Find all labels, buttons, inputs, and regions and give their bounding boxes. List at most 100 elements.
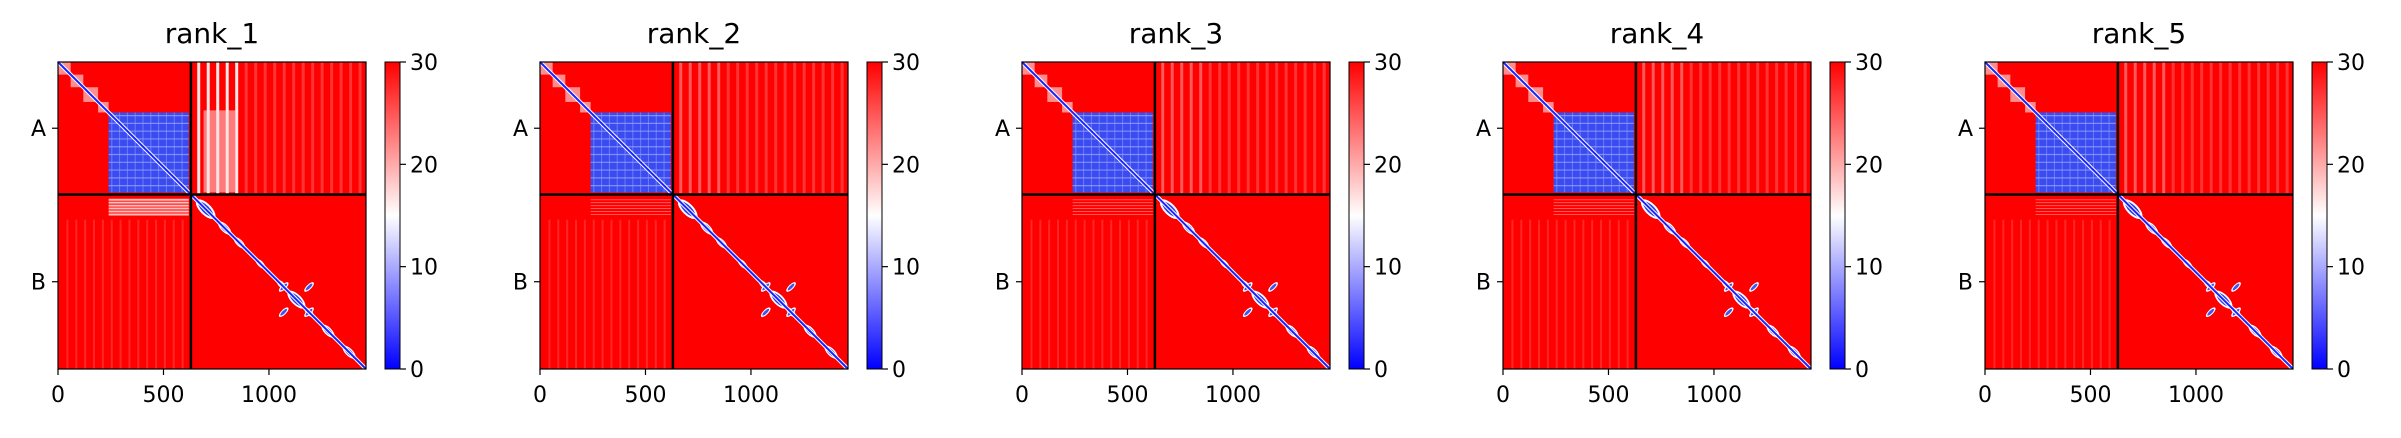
ab-stripe	[273, 62, 277, 195]
x-tick-label: 500	[1106, 383, 1148, 408]
ba-faint-col	[2064, 219, 2067, 369]
ba-faint-col	[137, 219, 140, 369]
colorbar	[384, 61, 401, 370]
ba-faint-col	[566, 219, 569, 369]
x-tick-label: 500	[1587, 383, 1629, 408]
chain-b-cross	[787, 283, 795, 291]
ab-stripe	[812, 62, 816, 195]
y-tick-label: B	[995, 271, 1010, 296]
y-tick-label: A	[513, 117, 528, 142]
colorbar-tick-label: 10	[2337, 256, 2365, 281]
y-tick-label: B	[31, 271, 46, 296]
diagonal	[539, 61, 849, 370]
ba-faint-col	[1529, 219, 1532, 369]
ab-stripe	[821, 62, 825, 195]
ba-faint-col	[2108, 219, 2111, 369]
ab-stripe	[2266, 62, 2270, 195]
ab-stripe	[1256, 62, 1260, 195]
ba-faint-col	[663, 219, 666, 369]
colorbar-tick-label: 30	[410, 51, 438, 76]
ab-stripe	[263, 62, 267, 195]
chain-b-cross	[1725, 308, 1733, 316]
ab-stripe	[2181, 62, 2185, 195]
ba-faint-col	[2002, 219, 2005, 369]
ba-faint-col	[146, 219, 149, 369]
ba-faint-col	[2037, 219, 2040, 369]
ba-faint-col	[172, 219, 175, 369]
ab-stripe	[1756, 62, 1760, 195]
ab-stripe	[1189, 62, 1193, 195]
ab-stripe	[1218, 62, 1222, 195]
ba-faint-col	[557, 219, 560, 369]
chain-b-cross	[305, 283, 313, 291]
ba-faint-col	[1600, 219, 1603, 369]
ab-stripe	[2133, 62, 2137, 195]
ba-faint-col	[119, 219, 122, 369]
ba-faint-col	[1546, 219, 1549, 369]
ab-stripe	[311, 62, 315, 195]
chain-b-cross	[280, 308, 288, 316]
ba-faint-col	[2082, 219, 2085, 369]
x-tick-label: 500	[2069, 383, 2111, 408]
ab-stripe	[755, 62, 759, 195]
ab-stripe	[2143, 62, 2147, 195]
colorbar-tick-label: 20	[2337, 153, 2365, 178]
ba-faint-col	[181, 219, 184, 369]
ba-faint-col	[1110, 219, 1113, 369]
ba-faint-col	[84, 219, 87, 369]
ab-stripe	[1661, 62, 1665, 195]
ba-faint-col	[128, 219, 131, 369]
ab-stripe	[1199, 62, 1203, 195]
colorbar-tick-label: 20	[1374, 153, 1402, 178]
x-tick-label: 1000	[1686, 383, 1742, 408]
chain-b-cross	[1750, 283, 1758, 291]
ba-faint-col	[1555, 219, 1558, 369]
colorbar-tick-label: 20	[892, 153, 920, 178]
panel-title: rank_4	[1610, 17, 1704, 50]
ba-faint-col	[1617, 219, 1620, 369]
y-tick-label: B	[513, 271, 528, 296]
x-tick-label: 0	[1496, 383, 1510, 408]
ba-faint-col	[610, 219, 613, 369]
y-tick-label: B	[1476, 271, 1491, 296]
colorbar-tick-label: 0	[892, 358, 906, 383]
ab-stripe	[679, 62, 683, 195]
ab-stripe	[1718, 62, 1722, 195]
plot-frame	[1984, 61, 2294, 370]
ab-stripe	[330, 62, 334, 195]
ab-stripe	[2276, 62, 2280, 195]
x-tick-label: 1000	[723, 383, 779, 408]
ba-faint-col	[93, 219, 96, 369]
ba-faint-col	[155, 219, 158, 369]
ab-stripe	[2228, 62, 2232, 195]
colorbar-tick-label: 10	[1374, 256, 1402, 281]
diagonal	[1502, 61, 1812, 370]
panel-title: rank_2	[647, 17, 741, 50]
ba-faint-col	[1092, 219, 1095, 369]
ab-stripe	[831, 62, 835, 195]
ab-stripe	[1689, 62, 1693, 195]
ba-faint-col	[1057, 219, 1060, 369]
ab-stripe	[1680, 62, 1684, 195]
x-tick-label: 500	[142, 383, 184, 408]
ab-stripe	[197, 62, 201, 195]
ab-stripe	[698, 62, 702, 195]
y-tick-label: B	[1958, 271, 1973, 296]
ab-stripe	[2190, 62, 2194, 195]
ab-stripe	[783, 62, 787, 195]
panel-rank_2: rank_2 A B 0 500 1000 0 10 20 30	[513, 17, 920, 408]
diagonal	[1021, 61, 1331, 370]
x-tick-label: 1000	[2168, 383, 2224, 408]
ab-stripe	[840, 62, 844, 195]
ab-stripe	[2162, 62, 2166, 195]
colorbar-tick-label: 30	[892, 51, 920, 76]
colorbar-tick-label: 10	[892, 256, 920, 281]
ab-stripe	[2152, 62, 2156, 195]
diagonal	[1984, 61, 2294, 370]
colorbar-tick-label: 0	[410, 358, 424, 383]
ba-faint-col	[2046, 219, 2049, 369]
x-tick-label: 500	[624, 383, 666, 408]
ab-stripe	[282, 62, 286, 195]
ab-stripe	[1303, 62, 1307, 195]
